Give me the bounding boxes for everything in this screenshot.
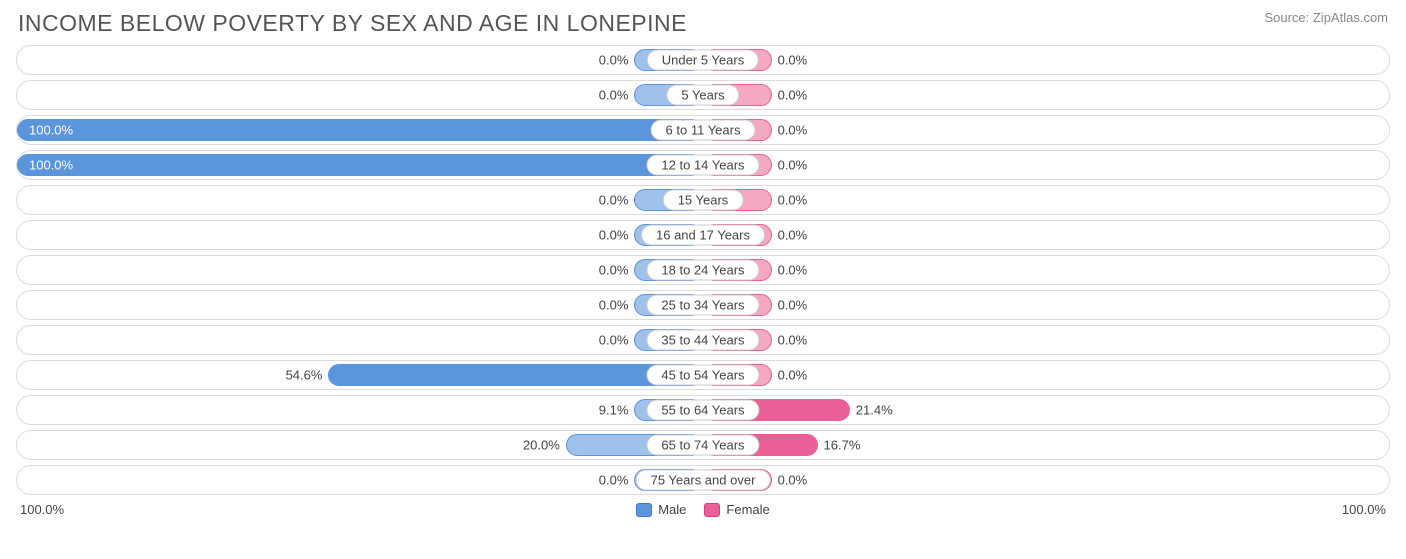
chart-row: 0.0% 0.0% Under 5 Years bbox=[16, 45, 1390, 75]
axis-right-label: 100.0% bbox=[1342, 502, 1386, 517]
male-value-label: 0.0% bbox=[599, 228, 629, 243]
female-value-label: 0.0% bbox=[778, 263, 808, 278]
male-value-label: 20.0% bbox=[523, 438, 560, 453]
chart-row: 100.0% 0.0% 12 to 14 Years bbox=[16, 150, 1390, 180]
male-value-label: 100.0% bbox=[29, 158, 73, 173]
category-label: Under 5 Years bbox=[647, 50, 759, 71]
chart-source: Source: ZipAtlas.com bbox=[1264, 10, 1388, 25]
category-label: 75 Years and over bbox=[636, 470, 771, 491]
male-value-label: 0.0% bbox=[599, 88, 629, 103]
male-value-label: 100.0% bbox=[29, 123, 73, 138]
male-value-label: 0.0% bbox=[599, 193, 629, 208]
female-value-label: 0.0% bbox=[778, 158, 808, 173]
chart-row: 0.0% 0.0% 25 to 34 Years bbox=[16, 290, 1390, 320]
male-value-label: 0.0% bbox=[599, 53, 629, 68]
chart-row: 0.0% 0.0% 35 to 44 Years bbox=[16, 325, 1390, 355]
legend-label: Female bbox=[726, 502, 769, 517]
legend-swatch bbox=[636, 503, 652, 517]
chart-row: 20.0% 16.7% 65 to 74 Years bbox=[16, 430, 1390, 460]
male-value-label: 54.6% bbox=[286, 368, 323, 383]
male-bar bbox=[17, 119, 703, 141]
chart-row: 54.6% 0.0% 45 to 54 Years bbox=[16, 360, 1390, 390]
female-value-label: 16.7% bbox=[824, 438, 861, 453]
female-value-label: 0.0% bbox=[778, 298, 808, 313]
female-value-label: 0.0% bbox=[778, 123, 808, 138]
chart-container: INCOME BELOW POVERTY BY SEX AND AGE IN L… bbox=[0, 0, 1406, 559]
chart-row: 0.0% 0.0% 16 and 17 Years bbox=[16, 220, 1390, 250]
male-bar bbox=[17, 154, 703, 176]
category-label: 18 to 24 Years bbox=[646, 260, 759, 281]
female-value-label: 0.0% bbox=[778, 53, 808, 68]
male-value-label: 0.0% bbox=[599, 473, 629, 488]
female-value-label: 0.0% bbox=[778, 368, 808, 383]
female-value-label: 0.0% bbox=[778, 333, 808, 348]
category-label: 16 and 17 Years bbox=[641, 225, 765, 246]
chart-row: 100.0% 0.0% 6 to 11 Years bbox=[16, 115, 1390, 145]
category-label: 65 to 74 Years bbox=[646, 435, 759, 456]
female-value-label: 21.4% bbox=[856, 403, 893, 418]
chart-row: 0.0% 0.0% 18 to 24 Years bbox=[16, 255, 1390, 285]
chart-header: INCOME BELOW POVERTY BY SEX AND AGE IN L… bbox=[12, 10, 1394, 45]
chart-row: 0.0% 0.0% 15 Years bbox=[16, 185, 1390, 215]
female-value-label: 0.0% bbox=[778, 88, 808, 103]
category-label: 12 to 14 Years bbox=[646, 155, 759, 176]
male-value-label: 0.0% bbox=[599, 298, 629, 313]
category-label: 45 to 54 Years bbox=[646, 365, 759, 386]
male-value-label: 0.0% bbox=[599, 333, 629, 348]
female-value-label: 0.0% bbox=[778, 473, 808, 488]
legend-item: Male bbox=[636, 502, 686, 517]
category-label: 15 Years bbox=[663, 190, 744, 211]
category-label: 25 to 34 Years bbox=[646, 295, 759, 316]
chart-area: 0.0% 0.0% Under 5 Years 0.0% 0.0% 5 Years 100.… bbox=[12, 45, 1394, 495]
legend-swatch bbox=[704, 503, 720, 517]
male-value-label: 9.1% bbox=[599, 403, 629, 418]
chart-title: INCOME BELOW POVERTY BY SEX AND AGE IN L… bbox=[18, 10, 687, 37]
female-value-label: 0.0% bbox=[778, 228, 808, 243]
category-label: 35 to 44 Years bbox=[646, 330, 759, 351]
axis-left-label: 100.0% bbox=[20, 502, 64, 517]
male-value-label: 0.0% bbox=[599, 263, 629, 278]
chart-row: 0.0% 0.0% 5 Years bbox=[16, 80, 1390, 110]
female-value-label: 0.0% bbox=[778, 193, 808, 208]
legend-label: Male bbox=[658, 502, 686, 517]
chart-row: 0.0% 0.0% 75 Years and over bbox=[16, 465, 1390, 495]
chart-footer: 100.0% Male Female 100.0% bbox=[12, 500, 1394, 517]
category-label: 6 to 11 Years bbox=[651, 120, 756, 141]
chart-row: 9.1% 21.4% 55 to 64 Years bbox=[16, 395, 1390, 425]
category-label: 5 Years bbox=[666, 85, 739, 106]
legend-item: Female bbox=[704, 502, 769, 517]
legend: Male Female bbox=[636, 502, 770, 517]
category-label: 55 to 64 Years bbox=[646, 400, 759, 421]
